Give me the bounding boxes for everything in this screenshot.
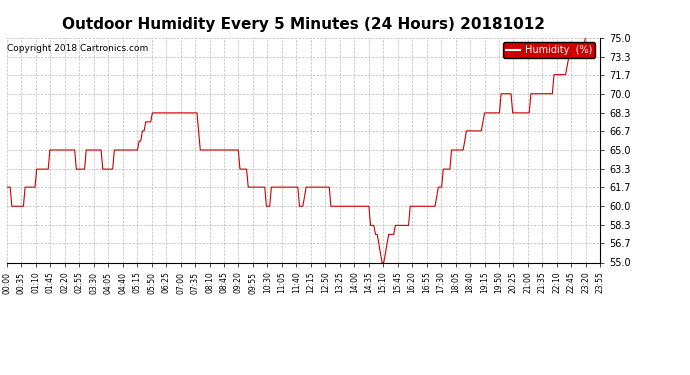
- Text: Outdoor Humidity Every 5 Minutes (24 Hours) 20181012: Outdoor Humidity Every 5 Minutes (24 Hou…: [62, 17, 545, 32]
- Text: Copyright 2018 Cartronics.com: Copyright 2018 Cartronics.com: [8, 44, 149, 53]
- Legend: Humidity  (%): Humidity (%): [503, 42, 595, 58]
